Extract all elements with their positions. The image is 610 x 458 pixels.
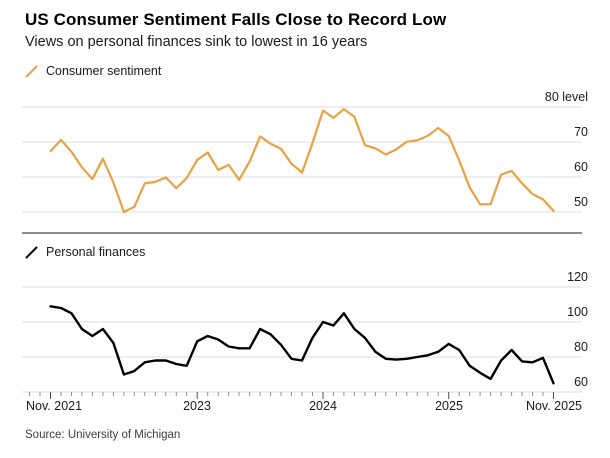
black-line-legend-icon — [25, 246, 38, 258]
legend-consumer-sentiment: Consumer sentiment — [25, 64, 161, 78]
y-axis-label: 70 — [574, 124, 588, 139]
y-axis-label: 80 — [574, 339, 588, 354]
y-axis-label: 60 — [574, 159, 588, 174]
y-axis-label: 100 — [567, 304, 588, 319]
y-axis-label: 80 level — [544, 89, 588, 104]
y-axis-label: 120 — [567, 269, 588, 284]
x-axis-label: Nov. 2021 — [26, 399, 83, 413]
chart-subtitle: Views on personal finances sink to lowes… — [25, 34, 368, 50]
legend-label: Consumer sentiment — [46, 64, 162, 78]
x-axis-label: 2024 — [309, 399, 337, 413]
source-note: Source: University of Michigan — [25, 429, 181, 441]
personal-finances-line — [49, 305, 555, 385]
legend-label: Personal finances — [46, 245, 146, 259]
x-axis-label: Nov. 2025 — [525, 399, 582, 413]
x-axis-label: 2023 — [183, 399, 211, 413]
legend-personal-finances: Personal finances — [25, 245, 145, 259]
consumer-sentiment-line — [49, 107, 555, 214]
y-axis-label: 50 — [574, 194, 588, 209]
y-axis-label: 60 — [574, 374, 588, 389]
page-title: US Consumer Sentiment Falls Close to Rec… — [25, 10, 447, 29]
orange-line-legend-icon — [25, 65, 38, 77]
x-axis-label: 2025 — [435, 399, 463, 413]
